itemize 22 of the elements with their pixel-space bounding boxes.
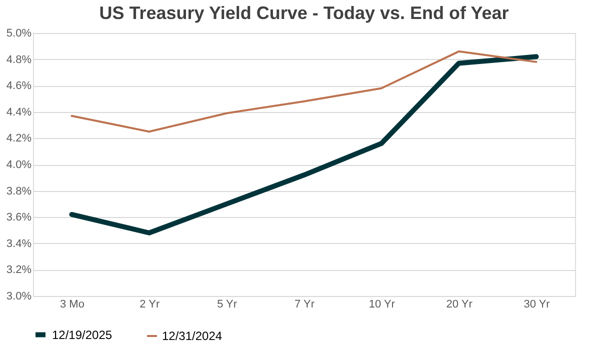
x-tick-label: 10 Yr xyxy=(368,298,396,310)
x-tick-label: 5 Yr xyxy=(217,298,238,310)
y-tick-label: 4.2% xyxy=(6,132,32,145)
x-tick-label: 7 Yr xyxy=(294,298,315,310)
y-tick-label: 3.8% xyxy=(6,185,32,198)
y-tick-label: 4.4% xyxy=(6,106,32,118)
x-tick-label: 2 Yr xyxy=(140,298,160,310)
y-tick-label: 3.4% xyxy=(6,238,32,250)
y-tick-label: 4.6% xyxy=(6,80,32,92)
legend-label: 12/19/2025 xyxy=(52,328,112,342)
y-tick-label: 3.2% xyxy=(6,264,32,276)
y-tick-label: 4.8% xyxy=(6,54,32,66)
line-series xyxy=(70,50,538,133)
y-tick-label: 3.6% xyxy=(6,212,32,224)
x-tick-label: 30 Yr xyxy=(524,298,550,310)
y-tick-label: 3.0% xyxy=(6,290,32,302)
chart-title: US Treasury Yield Curve - Today vs. End of Year xyxy=(99,3,509,23)
legend-label: 12/31/2024 xyxy=(162,329,222,343)
y-tick-label: 5.0% xyxy=(6,28,32,40)
y-tick-label: 4.0% xyxy=(6,159,32,171)
x-tick-label: 3 Mo xyxy=(60,298,84,310)
x-tick-label: 20 Yr xyxy=(446,298,473,310)
